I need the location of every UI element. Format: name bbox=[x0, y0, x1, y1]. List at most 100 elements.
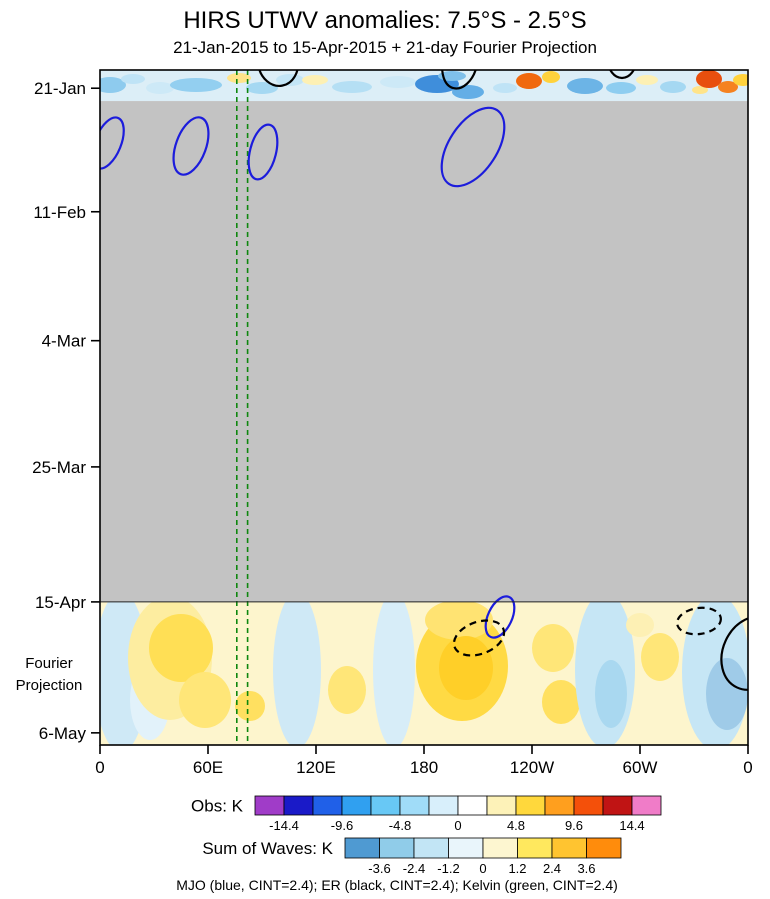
obs-colorbar-tick-label: 4.8 bbox=[507, 818, 525, 833]
fourier-anomaly-patch bbox=[626, 613, 654, 637]
sum-of-waves-colorbar-tick-label: 2.4 bbox=[543, 861, 561, 876]
sum-of-waves-colorbar-title: Sum of Waves: K bbox=[202, 839, 333, 858]
x-axis-tick-label: 60E bbox=[193, 758, 223, 777]
mjo-contour bbox=[172, 116, 210, 176]
fourier-anomaly-patch bbox=[373, 601, 415, 746]
y-axis-tick-label: 11-Feb bbox=[33, 203, 86, 222]
y-axis-tick-label: 15-Apr bbox=[35, 593, 86, 612]
sum-of-waves-colorbar-cell bbox=[517, 837, 553, 859]
obs-colorbar-cell bbox=[399, 795, 430, 816]
obs-anomaly-patch bbox=[170, 78, 222, 92]
obs-colorbar-cell bbox=[515, 795, 546, 816]
mjo-contour bbox=[247, 123, 279, 181]
fourier-projection-side-label: Fourier bbox=[25, 655, 73, 672]
x-axis-tick-label: 60W bbox=[623, 758, 658, 777]
x-axis-tick-label: 0 bbox=[95, 758, 104, 777]
obs-anomaly-patch bbox=[302, 75, 328, 85]
obs-anomaly-patch bbox=[452, 85, 484, 99]
obs-colorbar-cell bbox=[602, 795, 633, 816]
fourier-anomaly-patch bbox=[328, 666, 366, 714]
y-axis-tick-label: 25-Mar bbox=[32, 458, 86, 477]
sum-of-waves-colorbar-cell bbox=[413, 837, 449, 859]
fourier-anomaly-patch bbox=[542, 680, 580, 724]
obs-anomaly-patch bbox=[542, 71, 560, 83]
mjo-contour bbox=[484, 595, 516, 639]
chart-subtitle: 21-Jan-2015 to 15-Apr-2015 + 21-day Four… bbox=[173, 38, 597, 57]
obs-anomaly-patch bbox=[567, 78, 603, 94]
obs-anomaly-patch bbox=[660, 81, 686, 93]
obs-colorbar-tick-label: 0 bbox=[454, 818, 461, 833]
obs-colorbar-tick-label: 14.4 bbox=[619, 818, 644, 833]
obs-colorbar-cell bbox=[370, 795, 401, 816]
obs-anomaly-patch bbox=[733, 74, 748, 86]
obs-colorbar: -14.4 -9.6 -4.8 0 4.8 9.6 14.4 Obs: K bbox=[191, 795, 662, 833]
obs-colorbar-cell bbox=[283, 795, 314, 816]
obs-colorbar-tick-label: 9.6 bbox=[565, 818, 583, 833]
er-contour bbox=[441, 70, 479, 90]
obs-colorbar-cell bbox=[254, 795, 285, 816]
er-contour bbox=[609, 70, 635, 80]
sum-of-waves-colorbar-cell bbox=[551, 837, 587, 859]
fourier-projection-side-label: Projection bbox=[16, 677, 83, 694]
er-contour bbox=[720, 615, 748, 691]
obs-colorbar-cell bbox=[544, 795, 575, 816]
sum-of-waves-colorbar: -3.6 -2.4 -1.2 0 1.2 2.4 3.6 Sum of Waves: K bbox=[202, 837, 622, 876]
sum-of-waves-colorbar-tick-label: -3.6 bbox=[368, 861, 390, 876]
plot-area bbox=[100, 70, 748, 745]
obs-colorbar-cell bbox=[341, 795, 372, 816]
obs-anomaly-patch bbox=[696, 70, 722, 88]
obs-anomaly-patch bbox=[146, 82, 174, 94]
er-contour bbox=[452, 619, 506, 657]
fourier-anomaly-patch bbox=[149, 614, 213, 682]
x-axis-tick-label: 120E bbox=[296, 758, 336, 777]
fourier-anomaly-patch bbox=[179, 672, 231, 728]
sum-of-waves-colorbar-cell bbox=[379, 837, 415, 859]
sum-of-waves-colorbar-tick-label: 1.2 bbox=[508, 861, 526, 876]
obs-anomaly-patch bbox=[332, 81, 372, 93]
chart-body: 21-Jan 11-Feb 4-Mar 25-Mar 15-Apr 6-May Fourie… bbox=[16, 69, 753, 876]
obs-anomaly-patch bbox=[636, 75, 658, 85]
obs-anomaly-patch bbox=[718, 81, 738, 93]
sum-of-waves-colorbar-cell bbox=[344, 837, 380, 859]
obs-colorbar-tick-label: -14.4 bbox=[269, 818, 299, 833]
sum-of-waves-colorbar-tick-label: 0 bbox=[479, 861, 486, 876]
obs-colorbar-title: Obs: K bbox=[191, 797, 244, 816]
obs-anomaly-patch bbox=[276, 74, 304, 86]
obs-colorbar-cell bbox=[631, 795, 662, 816]
fourier-anomaly-patch bbox=[706, 658, 748, 730]
fourier-anomaly-patch bbox=[532, 624, 574, 672]
fourier-anomaly-patch bbox=[425, 601, 493, 640]
obs-colorbar-cell bbox=[312, 795, 343, 816]
sum-of-waves-colorbar-cell bbox=[586, 837, 622, 859]
y-axis-tick-label: 21-Jan bbox=[34, 79, 86, 98]
fourier-anomaly-patches bbox=[100, 601, 748, 746]
x-axis-tick-label: 180 bbox=[410, 758, 438, 777]
chart-title: HIRS UTWV anomalies: 7.5°S - 2.5°S bbox=[183, 7, 586, 34]
x-axis-tick-label: 0 bbox=[743, 758, 752, 777]
obs-colorbar-cell bbox=[428, 795, 459, 816]
er-contour bbox=[256, 70, 300, 87]
obs-anomaly-patch bbox=[692, 86, 708, 94]
fourier-anomaly-patch bbox=[235, 691, 265, 721]
sum-of-waves-colorbar-cell bbox=[482, 837, 518, 859]
contour-legend-footnote: MJO (blue, CINT=2.4); ER (black, CINT=2.… bbox=[176, 877, 618, 893]
obs-anomaly-patch bbox=[493, 83, 517, 93]
missing-data-region bbox=[100, 101, 748, 602]
obs-colorbar-tick-label: -4.8 bbox=[389, 818, 411, 833]
obs-anomaly-patch bbox=[606, 82, 636, 94]
obs-anomaly-patch bbox=[380, 76, 416, 88]
mjo-contour bbox=[100, 116, 125, 170]
fourier-anomaly-patch bbox=[595, 660, 627, 728]
obs-colorbar-cell bbox=[457, 795, 488, 816]
obs-colorbar-cell bbox=[573, 795, 604, 816]
obs-anomaly-patch bbox=[100, 77, 126, 93]
obs-anomaly-patch bbox=[121, 74, 145, 84]
sum-of-waves-colorbar-tick-label: 3.6 bbox=[577, 861, 595, 876]
fourier-anomaly-patch bbox=[273, 601, 321, 746]
obs-anomaly-patch bbox=[246, 82, 278, 94]
y-axis-tick-label: 6-May bbox=[39, 724, 87, 743]
fourier-anomaly-patch bbox=[641, 633, 679, 681]
sum-of-waves-colorbar-tick-label: -2.4 bbox=[403, 861, 425, 876]
